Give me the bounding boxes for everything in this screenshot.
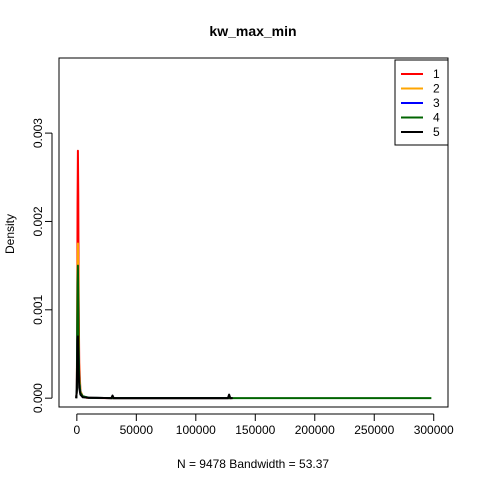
y-tick-label: 0.003 xyxy=(31,118,45,148)
x-tick-label: 250000 xyxy=(354,423,394,437)
x-tick-label: 0 xyxy=(74,423,81,437)
x-tick-label: 150000 xyxy=(235,423,275,437)
x-axis-label: N = 9478 Bandwidth = 53.37 xyxy=(177,457,329,471)
x-tick-label: 50000 xyxy=(120,423,154,437)
legend-label-4: 4 xyxy=(433,111,440,125)
legend-label-1: 1 xyxy=(433,67,440,81)
series-line-1 xyxy=(75,149,232,400)
y-axis: 0.000 0.001 0.002 0.003 xyxy=(31,118,53,413)
x-tick-label: 200000 xyxy=(295,423,335,437)
y-tick-label: 0.000 xyxy=(31,383,45,413)
series-layer xyxy=(75,149,432,400)
series-line-4 xyxy=(75,264,432,400)
y-tick-label: 0.002 xyxy=(31,206,45,236)
legend-label-2: 2 xyxy=(433,82,440,96)
y-tick-label: 0.001 xyxy=(31,294,45,324)
series-line-3 xyxy=(75,291,232,400)
x-tick-label: 100000 xyxy=(176,423,216,437)
legend-label-5: 5 xyxy=(433,125,440,139)
chart-title: kw_max_min xyxy=(209,23,296,39)
series-line-2 xyxy=(75,242,232,400)
series-line-5 xyxy=(75,335,233,400)
x-tick-label: 300000 xyxy=(414,423,454,437)
x-axis: 0 50000 100000 150000 200000 250000 300000 xyxy=(74,413,454,437)
legend-label-3: 3 xyxy=(433,96,440,110)
y-axis-label: Density xyxy=(3,214,17,254)
plot-frame xyxy=(58,57,449,408)
